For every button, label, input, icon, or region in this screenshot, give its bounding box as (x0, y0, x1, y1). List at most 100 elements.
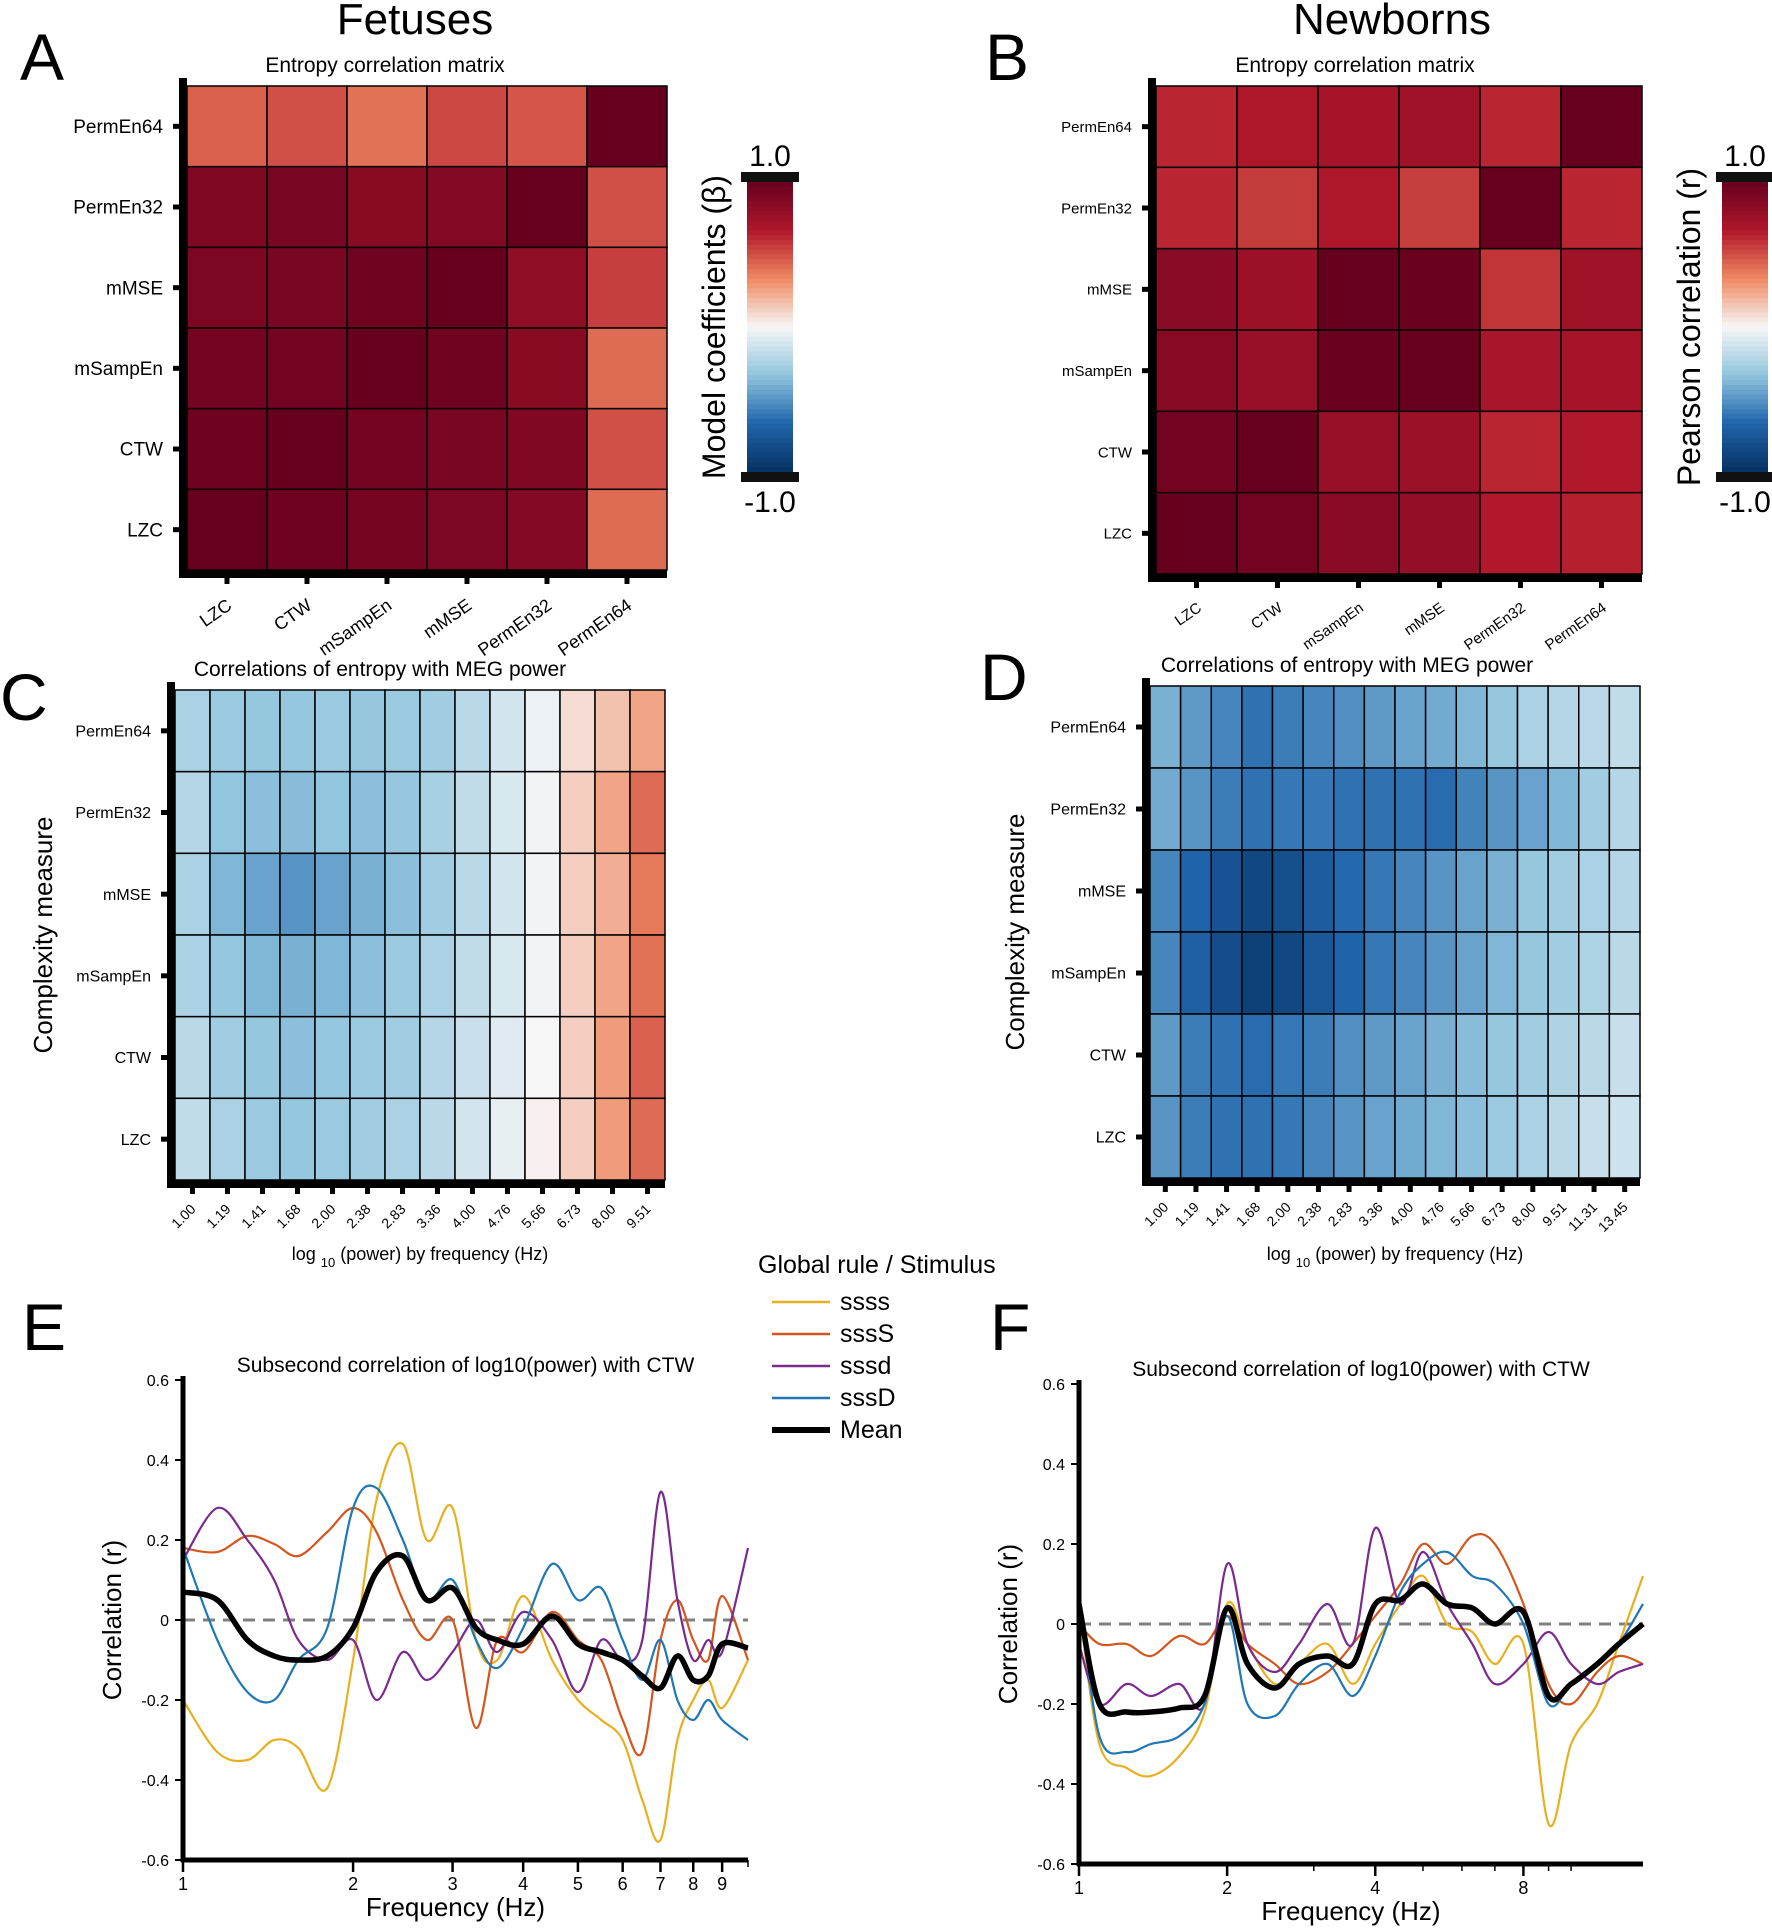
colorbar-step (747, 182, 793, 188)
heatmap-meg-power-fetuses: Correlations of entropy with MEG power Pe… (28, 658, 666, 1270)
legend-label-sssd: sssd (840, 1352, 891, 1380)
colorbar-step (1722, 244, 1768, 251)
heatmap-cell (279, 852, 316, 936)
heatmap-cell (1179, 931, 1212, 1015)
colorbar-step (747, 191, 793, 198)
heatmap-cell (1210, 931, 1243, 1015)
heatmap-cell (1271, 849, 1304, 933)
heatmap-cell (1236, 410, 1319, 494)
x-tick-label: 3.36 (1355, 1199, 1386, 1230)
heatmap-cell (454, 934, 491, 1018)
heatmap-cell (1486, 1013, 1519, 1097)
heatmap-cell (1560, 410, 1643, 494)
heatmap-cell (1155, 410, 1238, 494)
heatmap-cell (1241, 931, 1274, 1015)
colorbar-step (747, 409, 793, 415)
x-tick-label: 1.19 (203, 1201, 234, 1232)
heatmap-cell (1547, 1095, 1580, 1179)
colorbar-step (747, 365, 793, 372)
x-axis-label-sub: 10 (321, 1255, 335, 1270)
heatmap-cell (426, 327, 508, 410)
heatmap-cell (1271, 931, 1304, 1015)
x-tick-label: 2.00 (308, 1201, 339, 1232)
heatmap-cell (1333, 931, 1366, 1015)
colorbar-step (747, 399, 793, 405)
colorbar-step (747, 235, 793, 241)
heatmap-cell (1241, 685, 1274, 769)
heatmap-cell (1424, 849, 1457, 933)
y-tick-label: mSampEn (1062, 363, 1132, 380)
colorbar-step (1722, 254, 1768, 260)
heatmap-cell (1608, 1013, 1641, 1097)
heatmap-cell (1398, 85, 1481, 169)
heatmap-cell (524, 1015, 561, 1100)
colorbar-step (1722, 447, 1768, 454)
colorbar-step (1722, 418, 1768, 425)
heatmap-cell (1479, 166, 1562, 250)
heatmap-cell (1547, 849, 1580, 933)
heatmap-cell (1560, 247, 1643, 331)
colorbar-step (747, 414, 793, 420)
colorbar-step (747, 273, 793, 280)
heatmap-cell (1271, 685, 1304, 769)
y-tick-label: mMSE (1078, 884, 1126, 901)
y-tick-label: PermEn32 (75, 805, 151, 822)
heatmap-cell (489, 934, 526, 1018)
colorbar-step (1722, 433, 1768, 439)
x-tick-label: 5 (573, 1874, 583, 1894)
heatmap-cell (1363, 931, 1396, 1015)
heatmap-cell (1179, 1013, 1212, 1097)
colorbar-step (1722, 380, 1768, 386)
heatmap-cell (1236, 247, 1319, 331)
colorbar-step (747, 264, 793, 270)
y-tick-label: mMSE (106, 278, 163, 299)
heatmap-cell (1317, 329, 1400, 413)
colorbar-step (1722, 428, 1768, 434)
colorbar-step (747, 298, 793, 304)
colorbar-step (747, 259, 793, 265)
heatmap-cell (279, 1097, 316, 1181)
heatmap-cell (454, 770, 491, 855)
heatmap-cell (506, 165, 588, 249)
heatmap-cell (186, 85, 268, 168)
heatmap-cell (1149, 1013, 1182, 1097)
colorbar-step (747, 278, 793, 285)
heatmap-cell (419, 1097, 456, 1181)
heatmap-cell (1486, 1095, 1519, 1179)
colorbar-step (1722, 240, 1768, 246)
heatmap-cell (594, 689, 631, 773)
colorbar-step (747, 249, 793, 256)
colorbar-min-label: -1.0 (744, 486, 796, 519)
line-chart-subsecond-newborns: Subsecond correlation of log10(power) wi… (993, 1358, 1645, 1926)
x-tick-label: PermEn32 (1461, 599, 1529, 654)
x-tick-label: 6.73 (1478, 1199, 1509, 1230)
y-tick-label: LZC (1104, 526, 1133, 543)
colorbar-step (1722, 191, 1768, 198)
heatmap-title: Entropy correlation matrix (265, 54, 505, 77)
colorbar-step (1722, 375, 1768, 381)
heatmap-cell (1210, 849, 1243, 933)
colorbar-step (747, 370, 793, 376)
colorbar-min-label: -1.0 (1719, 486, 1771, 519)
y-axis-label: Complexity measure (28, 817, 58, 1054)
colorbar-step (747, 288, 793, 294)
heatmap-cell (346, 327, 428, 410)
panel-letter-e: E (22, 1290, 66, 1364)
y-tick-label: -0.2 (1037, 1697, 1065, 1714)
heatmap-cell (346, 407, 428, 491)
heatmap-cell (384, 852, 421, 936)
y-tick-label: 0 (160, 1613, 169, 1630)
heatmap-cell (1210, 767, 1243, 851)
heatmap-cell (209, 1097, 246, 1181)
series-line-mean (182, 1552, 749, 1692)
heatmap-cell (629, 934, 666, 1018)
heatmap-cell (524, 852, 561, 936)
panel-letter-a: A (20, 20, 64, 94)
y-axis-label: Correlation (r) (97, 1540, 127, 1700)
y-tick-label: CTW (1098, 444, 1133, 461)
header-fetuses: Fetuses (337, 0, 494, 44)
y-tick-label: PermEn64 (73, 117, 163, 138)
x-tick-label: 7 (655, 1874, 665, 1894)
heatmap-cell (559, 1015, 596, 1100)
heatmap-cell (1333, 685, 1366, 769)
